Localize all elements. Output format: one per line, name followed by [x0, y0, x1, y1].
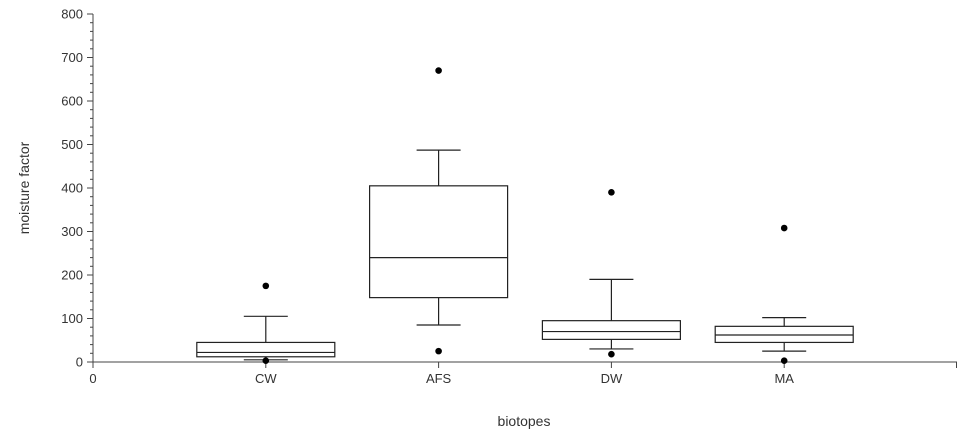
outlier-point	[608, 189, 615, 196]
y-tick-label: 700	[61, 50, 83, 65]
outlier-point	[780, 357, 788, 364]
box-group-afs	[369, 67, 509, 355]
y-tick-label: 300	[61, 224, 83, 239]
box-cw	[196, 341, 336, 358]
y-axis-title: moisture factor	[16, 141, 32, 234]
y-ticks: 0 100 200 300 400 500 600 700 800	[61, 7, 93, 370]
y-tick-label: 0	[76, 355, 83, 370]
x-tick-label-cw: CW	[255, 371, 277, 386]
box-group-dw	[541, 189, 682, 358]
y-tick-label: 100	[61, 311, 83, 326]
box-afs	[369, 185, 509, 299]
x-tick-label-afs: AFS	[426, 371, 452, 386]
y-tick-label: 800	[61, 7, 83, 22]
outlier-point	[435, 67, 442, 74]
outlier-point	[435, 347, 442, 355]
x-ticks: 0 CW AFS DW MA	[89, 362, 957, 386]
x-origin-label: 0	[89, 371, 96, 386]
outlier-point	[262, 357, 270, 364]
box-ma	[714, 325, 854, 344]
x-axis-title: biotopes	[498, 413, 551, 429]
x-tick-label-ma: MA	[774, 371, 794, 386]
outlier-point	[262, 282, 270, 290]
box-dw	[541, 320, 682, 340]
y-tick-label: 600	[61, 94, 83, 109]
box-group-cw	[196, 282, 336, 364]
x-tick-label-dw: DW	[601, 371, 623, 386]
box-group-ma	[714, 224, 854, 364]
boxes	[196, 67, 854, 364]
outlier-point	[608, 350, 615, 358]
outlier-point	[780, 224, 788, 232]
y-tick-label: 200	[61, 268, 83, 283]
axes	[92, 14, 957, 363]
y-tick-label: 400	[61, 181, 83, 196]
y-tick-label: 500	[61, 137, 83, 152]
